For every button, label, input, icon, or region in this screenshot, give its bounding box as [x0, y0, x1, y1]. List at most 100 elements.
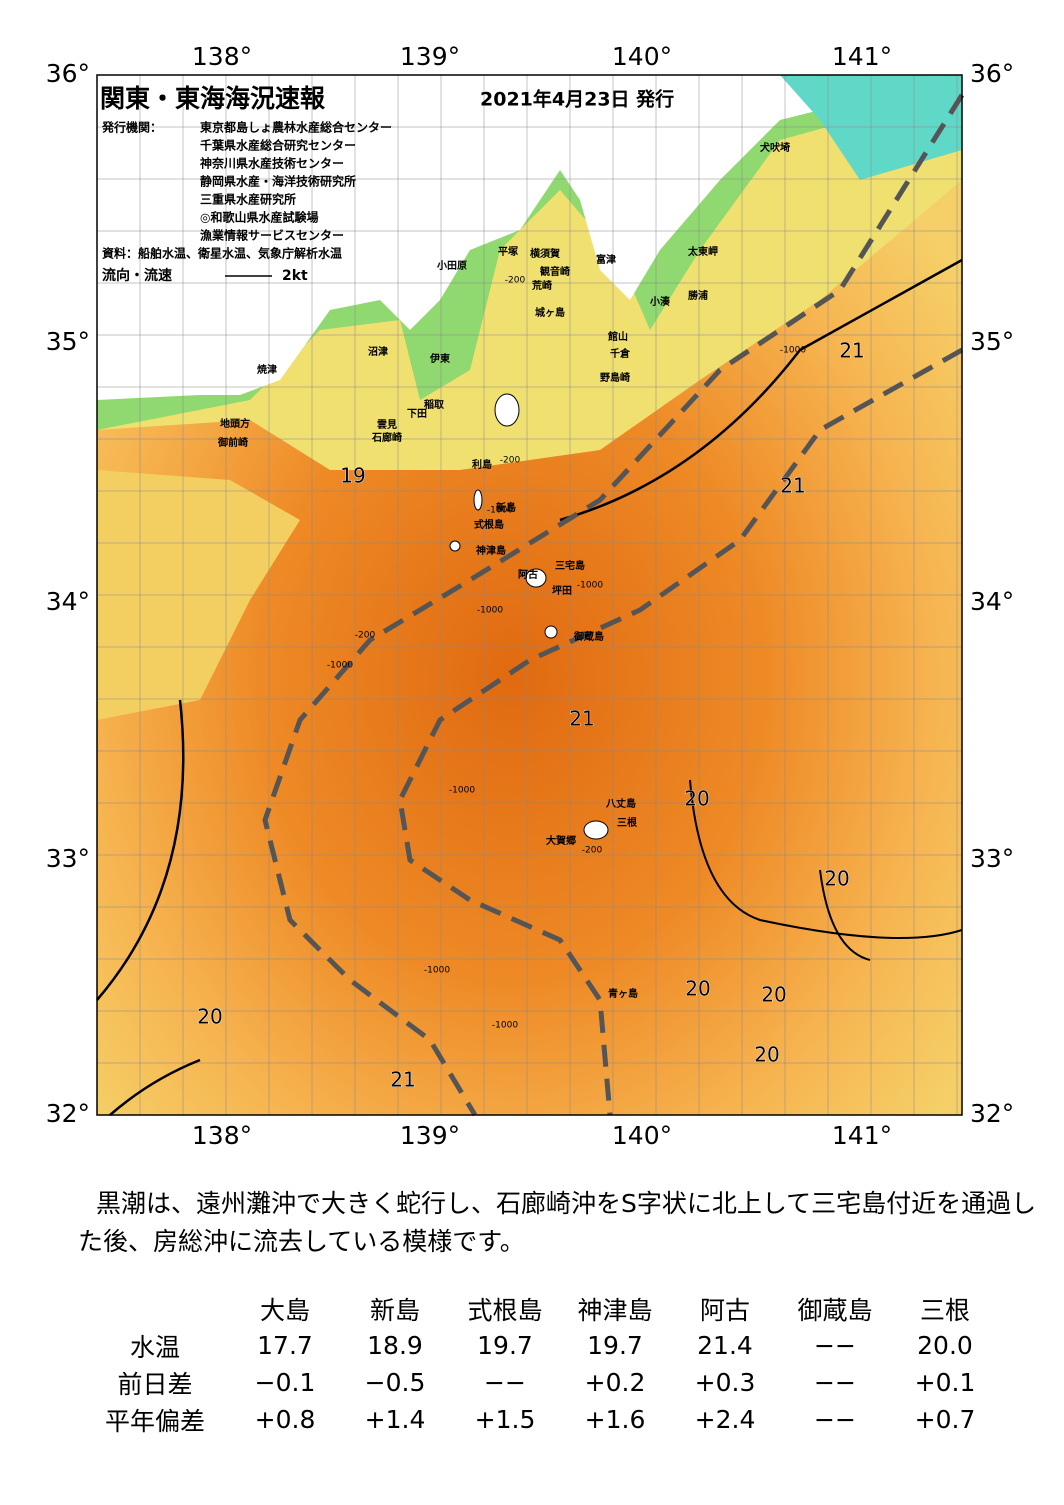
latitude-label: 34°	[970, 587, 1014, 616]
place-label: 式根島	[474, 518, 504, 531]
island	[525, 568, 547, 588]
place-label: 三根	[617, 816, 637, 829]
latitude-label: 32°	[46, 1099, 90, 1128]
island	[473, 489, 483, 511]
source: 資料：船舶水温、衛星水温、気象庁解析水温	[102, 246, 342, 261]
longitude-label: 139°	[400, 1121, 460, 1150]
map-title: 関東・東海海況速報	[100, 84, 326, 113]
table-header: 大島 新島 式根島 神津島 阿古 御蔵島 三根	[80, 1290, 1000, 1327]
latitude-label: 33°	[46, 844, 90, 873]
island	[449, 540, 461, 552]
map: 関東・東海海況速報 2021年4月23日 発行 発行機関： 資料：船舶水温、衛星…	[46, 42, 1015, 1150]
longitude-label: 139°	[400, 42, 460, 71]
table-cell: 式根島	[467, 1295, 543, 1325]
issuer: 漁業情報サービスセンター	[200, 228, 344, 243]
table-cell: 御蔵島	[797, 1295, 873, 1325]
table-row: 水温 17.7 18.9 19.7 19.7 21.4 −− 20.0	[80, 1327, 1000, 1364]
contour-label: -200	[582, 846, 603, 856]
contour-label: 20	[761, 983, 786, 1007]
place-label: 富津	[596, 253, 616, 266]
place-label: 下田	[407, 408, 427, 420]
table-cell: −−	[814, 1331, 856, 1360]
table-cell: −−	[814, 1368, 856, 1397]
place-label: 利島	[472, 458, 492, 471]
contour-label: 21	[780, 474, 805, 498]
table-cell: −−	[484, 1368, 526, 1397]
place-label: 小田原	[436, 259, 467, 272]
place-label: 太東岬	[687, 245, 718, 258]
legend-scale: 2kt	[282, 268, 308, 284]
table-cell: 神津島	[577, 1295, 653, 1325]
place-label: 小湊	[649, 295, 671, 308]
contour-label: -1000	[780, 346, 806, 356]
table-cell: 17.7	[257, 1331, 313, 1360]
latitude-label: 33°	[970, 844, 1014, 873]
table-row: 前日差 −0.1 −0.5 −− +0.2 +0.3 −− +0.1	[80, 1364, 1000, 1401]
place-label: 三宅島	[555, 559, 585, 572]
latitude-label: 34°	[46, 587, 90, 616]
table-cell: +1.4	[364, 1405, 426, 1434]
table-cell: 19.7	[587, 1331, 643, 1360]
issuer: 三重県水産研究所	[200, 192, 296, 207]
description: 黒潮は、遠州灘沖で大きく蛇行し、石廊崎沖をS字状に北上して三宅島付近を通過した後…	[78, 1189, 1037, 1256]
contour-label: -200	[355, 631, 376, 641]
longitude-label: 140°	[612, 1121, 672, 1150]
place-label: 地頭方	[220, 417, 250, 430]
place-label: 坪田	[552, 584, 572, 597]
place-label: 阿古	[518, 568, 538, 581]
place-label: 犬吠埼	[760, 141, 790, 154]
contour-label: -1000	[487, 506, 513, 516]
table-cell: 平年偏差	[104, 1406, 205, 1436]
longitude-label: 141°	[832, 42, 892, 71]
table-cell: 新島	[369, 1295, 420, 1325]
place-label: 横須賀	[530, 247, 560, 260]
latitude-label: 32°	[970, 1099, 1014, 1128]
table-cell: +0.7	[914, 1405, 976, 1434]
place-label: 大賀郷	[546, 834, 576, 847]
place-label: 神津島	[476, 544, 506, 557]
place-label: 稲取	[424, 398, 445, 411]
contour-label: 21	[390, 1068, 415, 1092]
latitude-label: 36°	[46, 59, 90, 88]
longitude-label: 140°	[612, 42, 672, 71]
issue-date: 2021年4月23日 発行	[480, 88, 674, 111]
place-label: 城ヶ島	[535, 306, 565, 319]
place-label: 御蔵島	[573, 630, 604, 643]
issuer: ◎和歌山県水産試験場	[200, 210, 318, 225]
contour-label: 21	[839, 339, 864, 363]
issuer: 神奈川県水産技術センター	[200, 156, 344, 171]
longitude-label: 138°	[192, 1121, 252, 1150]
place-label: 伊東	[429, 352, 450, 365]
table-cell: −0.1	[254, 1368, 316, 1397]
latitude-label: 36°	[970, 59, 1014, 88]
contour-label: 20	[684, 787, 709, 811]
table-cell: +0.1	[914, 1368, 976, 1397]
contour-label: -1000	[492, 1021, 518, 1031]
contour-label: 20	[754, 1043, 779, 1067]
isotherm	[689, 779, 963, 961]
isotherm	[96, 258, 963, 1116]
place-label: 新島	[496, 501, 516, 514]
table-cell: +1.6	[584, 1405, 646, 1434]
issuer: 千葉県水産総合研究センター	[200, 138, 356, 153]
contour-label: 20	[197, 1005, 222, 1029]
place-label: 館山	[607, 330, 628, 343]
kuroshio-north-edge	[262, 93, 965, 1117]
place-label: 野島崎	[600, 371, 630, 384]
table-cell: 三根	[919, 1295, 970, 1325]
table-cell: +2.4	[694, 1405, 756, 1434]
contour-label: -200	[500, 456, 521, 466]
map-frame	[96, 74, 963, 1116]
contour-label: 20	[685, 977, 710, 1001]
island	[583, 820, 609, 840]
table-cell: +0.8	[254, 1405, 316, 1434]
table-cell: −−	[814, 1405, 856, 1434]
place-label: 石廊崎	[371, 431, 402, 444]
table-cell: 大島	[259, 1295, 310, 1325]
place-label: 雲見	[377, 419, 397, 431]
table-cell: +0.2	[584, 1368, 646, 1397]
table-cell: 18.9	[367, 1331, 423, 1360]
contour-label: 19	[340, 464, 365, 488]
table-cell: 水温	[129, 1332, 180, 1362]
table-cell: +1.5	[474, 1405, 536, 1434]
